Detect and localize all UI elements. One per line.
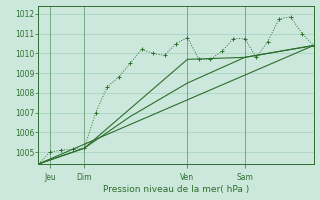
X-axis label: Pression niveau de la mer( hPa ): Pression niveau de la mer( hPa ) [103,185,249,194]
